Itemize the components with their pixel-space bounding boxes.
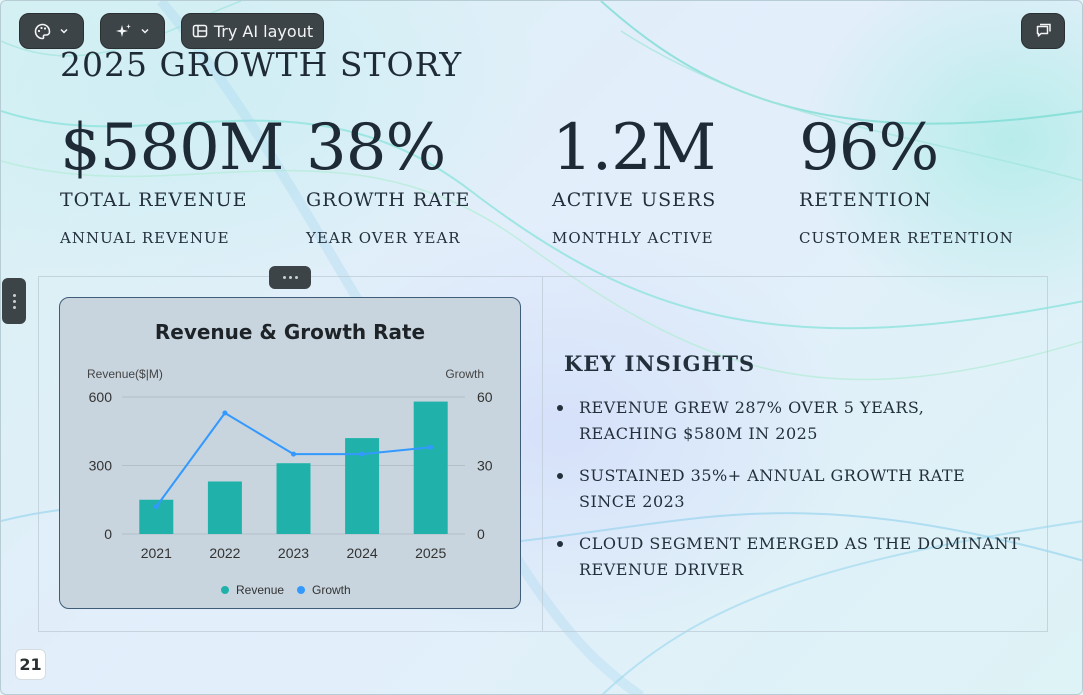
stat-value: $580M (60, 111, 284, 185)
drag-handle-vertical[interactable] (2, 278, 26, 324)
insight-item: Cloud segment emerged as the dominant re… (554, 531, 1024, 583)
insight-item: Sustained 35%+ annual growth rate since … (554, 463, 1024, 515)
bar-revenue (276, 463, 311, 534)
legend-swatch-revenue (221, 586, 229, 594)
insight-text: Sustained 35%+ annual growth rate since … (579, 466, 966, 511)
y-right-axis-label: Growth (445, 367, 484, 381)
stat-label: Active Users (552, 189, 717, 211)
palette-icon (34, 23, 51, 40)
bullet-icon (557, 473, 563, 479)
revenue-growth-chart[interactable]: Revenue & Growth Rate 0 300 600 0 30 60 Revenu… (59, 297, 521, 609)
x-tick-label: 2022 (209, 545, 240, 561)
stat-value: 96% (799, 111, 939, 185)
point-growth (291, 451, 296, 457)
stat-label: Growth Rate (306, 189, 471, 211)
x-tick-label: 2024 (347, 545, 378, 561)
try-ai-layout-label: Try AI layout (213, 21, 314, 41)
stat-sublabel: Monthly Active (552, 229, 714, 247)
x-tick-label: 2025 (415, 545, 446, 561)
magic-menu-button[interactable] (100, 13, 165, 49)
page-number[interactable]: 21 (15, 649, 46, 680)
point-growth (359, 451, 365, 457)
drag-handle-horizontal[interactable] (269, 266, 311, 289)
comment-icon (1035, 23, 1052, 40)
stat-value: 38% (306, 111, 446, 185)
insight-item: Revenue grew 287% over 5 years, reaching… (554, 395, 1024, 447)
stat-retention: 96% Retention Customer Retention (799, 111, 1039, 247)
bullet-icon (557, 405, 563, 411)
stat-value: 1.2M (552, 111, 716, 185)
try-ai-layout-button[interactable]: Try AI layout (181, 13, 324, 49)
chevron-down-icon (140, 26, 150, 36)
legend-swatch-growth (297, 586, 305, 594)
y-left-tick-label: 600 (89, 389, 113, 405)
comments-button[interactable] (1021, 13, 1065, 49)
chevron-down-icon (59, 26, 69, 36)
x-tick-label: 2023 (278, 545, 309, 561)
theme-menu-button[interactable] (19, 13, 84, 49)
legend-label-growth: Growth (312, 583, 351, 597)
y-left-axis-label: Revenue($|M) (87, 367, 163, 381)
chart-plot: 0 300 600 0 30 60 Revenue($|M) Growth 2021 2022 20… (87, 367, 493, 597)
x-tick-label: 2021 (141, 545, 172, 561)
layout-icon (192, 23, 208, 39)
y-right-tick-label: 60 (477, 389, 493, 405)
stat-sublabel: Annual Revenue (60, 229, 230, 247)
insights-heading: Key Insights (564, 351, 756, 376)
bullet-icon (557, 541, 563, 547)
bar-revenue (413, 401, 448, 534)
bar-revenue (207, 481, 242, 534)
content-block[interactable] (38, 276, 1048, 632)
stat-total-revenue: $580M Total Revenue Annual Revenue (60, 111, 300, 247)
stat-label: Total Revenue (60, 189, 248, 211)
y-left-tick-label: 0 (104, 526, 112, 542)
insight-text: Cloud segment emerged as the dominant re… (579, 534, 1021, 579)
slide-title: 2025 Growth Story (60, 45, 463, 84)
stat-sublabel: Customer Retention (799, 229, 1014, 247)
sparkles-icon (115, 23, 132, 40)
insight-text: Revenue grew 287% over 5 years, reaching… (579, 398, 925, 443)
y-left-tick-label: 300 (89, 458, 113, 474)
insights-list: Revenue grew 287% over 5 years, reaching… (554, 395, 1024, 599)
stat-sublabel: Year over Year (306, 229, 461, 247)
stat-growth-rate: 38% Growth Rate Year over Year (306, 111, 546, 247)
stat-active-users: 1.2M Active Users Monthly Active (552, 111, 792, 247)
chart-title: Revenue & Growth Rate (154, 320, 426, 344)
y-right-tick-label: 30 (477, 458, 493, 474)
legend-label-revenue: Revenue (236, 583, 284, 597)
y-right-tick-label: 0 (477, 526, 485, 542)
point-growth (428, 444, 434, 450)
stat-label: Retention (799, 189, 932, 211)
point-growth (153, 504, 159, 510)
column-divider (542, 277, 543, 631)
point-growth (222, 410, 228, 416)
